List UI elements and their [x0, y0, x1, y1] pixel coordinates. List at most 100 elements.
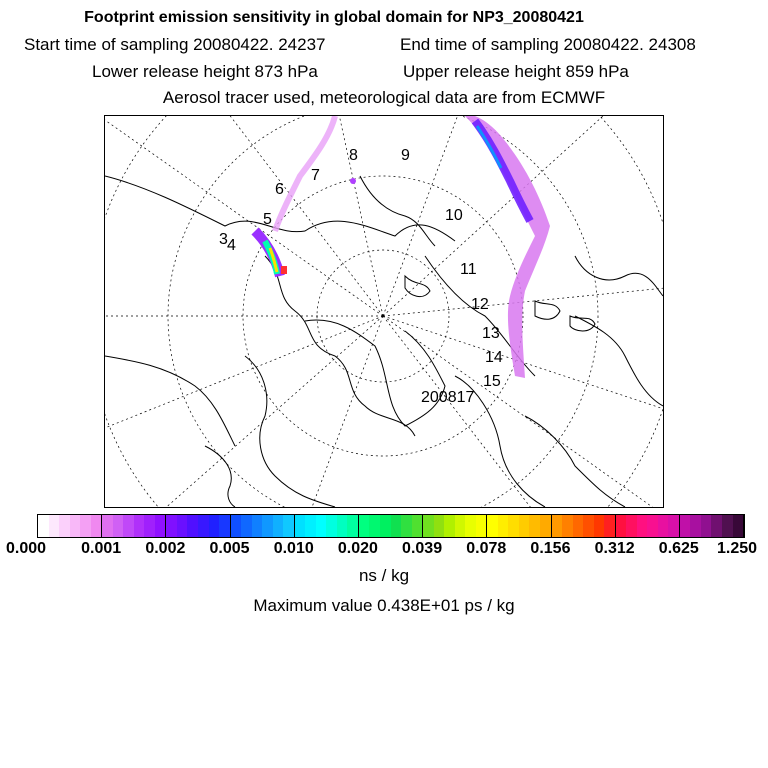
color-swatch	[176, 515, 188, 537]
polar-map: 3 4 5 6 7 8 9 10 11 12 13 14 15 200817	[105, 116, 663, 507]
color-scale-tick: 0.002	[145, 540, 186, 557]
color-swatch	[497, 515, 509, 537]
color-swatch	[668, 515, 680, 537]
traj-label-11: 11	[460, 261, 477, 278]
color-swatch	[80, 515, 91, 537]
color-swatch	[444, 515, 455, 537]
end-time-label: End time of sampling 20080422. 24308	[400, 35, 696, 54]
color-swatch	[679, 515, 691, 537]
color-scale-unit: ns / kg	[358, 566, 410, 585]
color-swatch	[219, 515, 231, 537]
traj-label-3: 3	[219, 231, 228, 248]
color-swatch	[551, 515, 563, 537]
tracer-note: Aerosol tracer used, meteorological data…	[162, 88, 606, 107]
color-swatch	[465, 515, 476, 537]
color-swatch	[487, 515, 498, 537]
traj-label-15: 15	[483, 373, 501, 390]
color-swatch	[272, 515, 284, 537]
color-swatch	[230, 515, 242, 537]
color-swatch	[636, 515, 648, 537]
traj-label-13: 13	[482, 325, 500, 342]
traj-label-14: 14	[485, 349, 503, 366]
color-swatch	[251, 515, 263, 537]
color-swatch	[197, 515, 209, 537]
traj-label-5: 5	[263, 211, 272, 228]
color-scale-tick: 0.312	[594, 540, 635, 557]
color-scale-tick: 1.250	[716, 540, 758, 557]
color-scale-tick: 0.156	[530, 540, 571, 557]
color-swatch	[390, 515, 402, 537]
color-swatch	[626, 515, 637, 537]
color-swatch	[732, 515, 745, 537]
color-swatch	[305, 515, 316, 537]
color-swatch	[123, 515, 134, 537]
sensitivity-plume	[251, 116, 550, 378]
color-swatch	[433, 515, 445, 537]
color-swatch	[657, 515, 669, 537]
map-title: Footprint emission sensitivity in global…	[84, 9, 584, 26]
color-scale-tick: 0.001	[81, 540, 122, 557]
color-swatch	[518, 515, 530, 537]
color-swatch	[711, 515, 722, 537]
color-scale-bar	[37, 514, 745, 538]
color-swatch	[102, 515, 113, 537]
color-swatch	[262, 515, 273, 537]
color-swatch	[48, 515, 60, 537]
color-swatch	[722, 515, 733, 537]
color-scale-tick: 0.625	[658, 540, 699, 557]
color-swatch	[166, 515, 177, 537]
trajectory-labels: 3 4 5 6 7 8 9 10 11 12 13 14 15 200817	[219, 147, 503, 406]
color-swatch	[326, 515, 337, 537]
color-swatch	[187, 515, 198, 537]
traj-label-4: 4	[227, 237, 236, 254]
color-swatch	[508, 515, 519, 537]
traj-label-9: 9	[401, 147, 410, 164]
color-swatch	[59, 515, 70, 537]
color-swatch	[241, 515, 252, 537]
color-swatch	[380, 515, 391, 537]
color-swatch	[283, 515, 295, 537]
lower-height-label: Lower release height 873 hPa	[92, 62, 318, 81]
color-scale-tick: 0.078	[466, 540, 507, 557]
color-swatch	[593, 515, 605, 537]
color-swatch	[154, 515, 167, 537]
color-swatch	[475, 515, 488, 537]
color-scale-tick: 0.020	[337, 540, 378, 557]
color-swatch	[112, 515, 124, 537]
map-panel: 3 4 5 6 7 8 9 10 11 12 13 14 15 200817	[104, 115, 664, 508]
color-swatch	[208, 515, 220, 537]
color-swatch	[369, 515, 380, 537]
color-swatch	[69, 515, 81, 537]
traj-date-label: 200817	[421, 389, 474, 406]
color-swatch	[604, 515, 616, 537]
color-swatch	[133, 515, 145, 537]
color-swatch	[562, 515, 573, 537]
start-time-label: Start time of sampling 20080422. 24237	[24, 35, 326, 54]
traj-label-7: 7	[311, 167, 320, 184]
coastlines	[105, 175, 663, 507]
color-swatch	[90, 515, 103, 537]
color-swatch	[336, 515, 348, 537]
meridian-lines	[105, 116, 663, 507]
color-swatch	[401, 515, 412, 537]
color-swatch	[411, 515, 424, 537]
color-swatch	[572, 515, 584, 537]
color-scale-tick: 0.000	[5, 540, 47, 557]
color-swatch	[38, 515, 49, 537]
color-scale-tick: 0.005	[209, 540, 250, 557]
color-swatch	[615, 515, 627, 537]
color-swatch	[583, 515, 594, 537]
color-swatch	[647, 515, 658, 537]
traj-label-10: 10	[445, 207, 463, 224]
color-scale-tick: 0.039	[402, 540, 443, 557]
color-swatch	[454, 515, 466, 537]
color-swatch	[315, 515, 327, 537]
latitude-circles	[105, 116, 663, 507]
color-scale-tick: 0.010	[273, 540, 314, 557]
traj-label-8: 8	[349, 147, 358, 164]
color-swatch	[423, 515, 434, 537]
color-swatch	[529, 515, 540, 537]
maximum-value-label: Maximum value 0.438E+01 ps / kg	[253, 596, 515, 615]
color-scale-ticks: 0.000 0.001 0.002 0.005 0.010 0.020 0.039 0.078…	[0, 540, 768, 558]
color-swatch	[539, 515, 552, 537]
